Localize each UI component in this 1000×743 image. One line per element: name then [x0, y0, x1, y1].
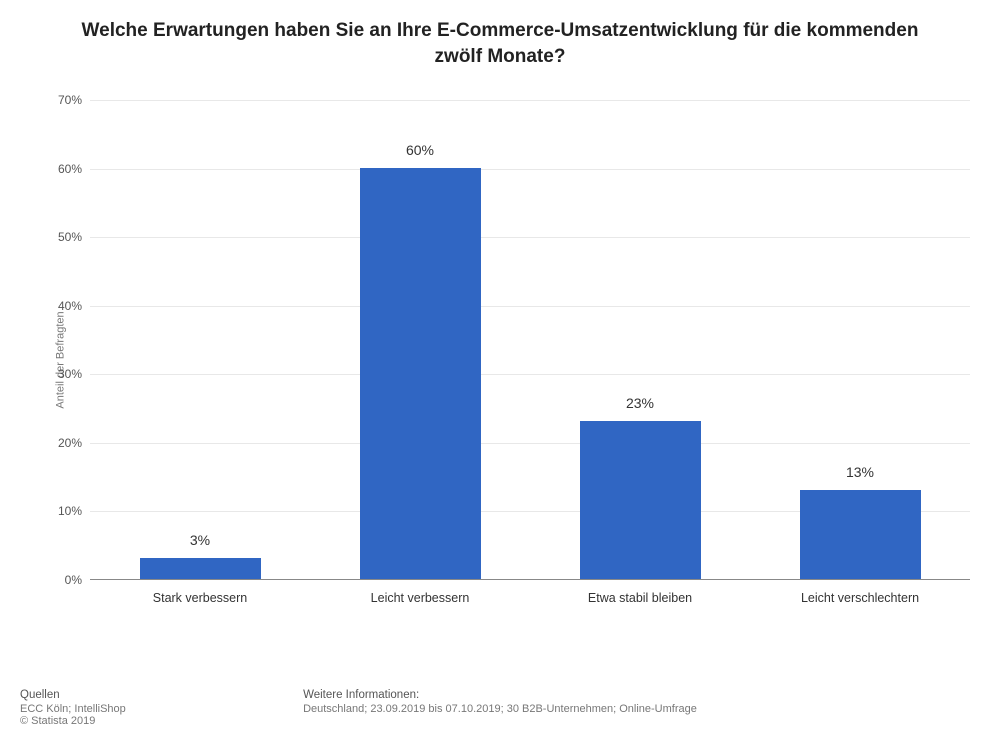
y-tick-label: 20% [58, 436, 82, 450]
bar: 13% [800, 490, 921, 579]
info-heading: Weitere Informationen: [303, 689, 943, 701]
bar-value-label: 23% [580, 395, 701, 411]
chart-title: Welche Erwartungen haben Sie an Ihre E-C… [0, 0, 1000, 75]
info-block: Weitere Informationen: Deutschland; 23.0… [303, 689, 943, 715]
x-tick-label: Stark verbessern [153, 591, 247, 605]
sources-heading: Quellen [20, 689, 300, 701]
plot-area: 0%10%20%30%40%50%60%70%3%60%23%13% [90, 100, 970, 580]
chart-area: Anteil der Befragten 0% 10% 20% 30% 40% 50% 60… [0, 80, 1000, 640]
bar: 60% [360, 168, 481, 579]
sources-text: ECC Köln; IntelliShop [20, 703, 300, 715]
y-tick-label: 70% [58, 93, 82, 107]
grid-line [90, 169, 970, 170]
y-tick-label: 10% [58, 504, 82, 518]
x-axis-labels: Stark verbessern Leicht verbessern Etwa st… [90, 585, 970, 615]
y-tick-label: 30% [58, 367, 82, 381]
x-tick-label: Leicht verbessern [371, 591, 470, 605]
info-text: Deutschland; 23.09.2019 bis 07.10.2019; … [303, 703, 943, 715]
bar: 23% [580, 421, 701, 579]
y-axis-label: Anteil der Befragten [55, 311, 67, 408]
grid-line [90, 237, 970, 238]
y-tick-label: 0% [65, 573, 82, 587]
bar-value-label: 13% [800, 464, 921, 480]
x-tick-label: Etwa stabil bleiben [588, 591, 692, 605]
grid-line [90, 374, 970, 375]
bar-value-label: 3% [140, 532, 261, 548]
grid-line [90, 100, 970, 101]
chart-footer: Quellen ECC Köln; IntelliShop © Statista… [20, 689, 980, 727]
y-tick-label: 60% [58, 162, 82, 176]
bar-value-label: 60% [360, 142, 481, 158]
y-tick-label: 50% [58, 230, 82, 244]
sources-block: Quellen ECC Köln; IntelliShop © Statista… [20, 689, 300, 727]
bar: 3% [140, 558, 261, 579]
grid-line [90, 306, 970, 307]
grid-line [90, 443, 970, 444]
copyright-text: © Statista 2019 [20, 715, 300, 727]
x-tick-label: Leicht verschlechtern [801, 591, 919, 605]
y-tick-label: 40% [58, 299, 82, 313]
